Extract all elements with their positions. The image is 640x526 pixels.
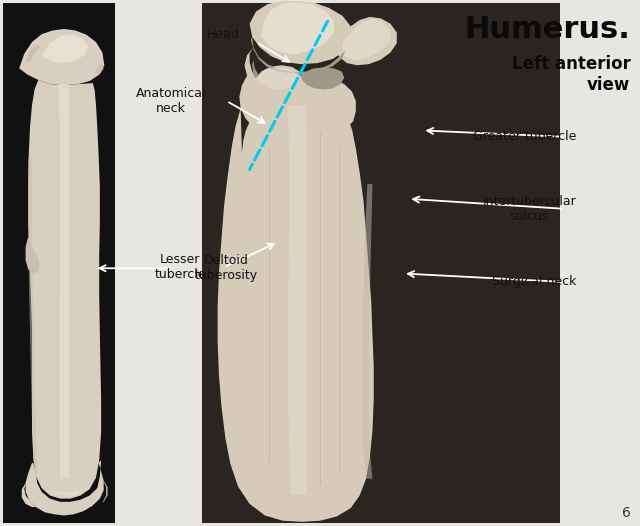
Polygon shape [28,80,101,499]
Polygon shape [28,158,38,468]
Polygon shape [252,54,300,90]
FancyBboxPatch shape [202,3,560,523]
Polygon shape [26,237,40,274]
Polygon shape [342,19,390,60]
Text: Humerus.: Humerus. [465,15,630,44]
Polygon shape [239,76,356,141]
Polygon shape [99,481,108,506]
Text: Surgical neck: Surgical neck [492,276,576,288]
Text: Left anterior
view: Left anterior view [511,55,630,94]
Polygon shape [218,104,374,522]
Polygon shape [362,184,372,479]
Text: 6: 6 [621,505,630,520]
Polygon shape [261,2,334,54]
FancyBboxPatch shape [3,3,115,523]
Polygon shape [288,105,307,494]
Text: Intertubercular
sulcus: Intertubercular sulcus [483,195,576,223]
Polygon shape [335,17,397,65]
Polygon shape [22,483,36,507]
Text: Deltoid
tuberosity: Deltoid tuberosity [195,254,258,282]
Polygon shape [42,34,88,63]
Polygon shape [250,1,352,64]
Polygon shape [244,47,301,92]
Polygon shape [26,44,40,63]
Polygon shape [48,488,86,497]
Text: Greater tubercle: Greater tubercle [472,130,576,143]
Polygon shape [95,63,104,75]
Text: Head: Head [207,28,240,41]
Polygon shape [251,37,346,73]
Text: Anatomical
neck: Anatomical neck [136,87,206,115]
Polygon shape [59,84,69,479]
Polygon shape [19,29,104,85]
Polygon shape [300,67,344,89]
Polygon shape [26,460,104,515]
Text: Lesser
tubercle: Lesser tubercle [155,253,206,281]
